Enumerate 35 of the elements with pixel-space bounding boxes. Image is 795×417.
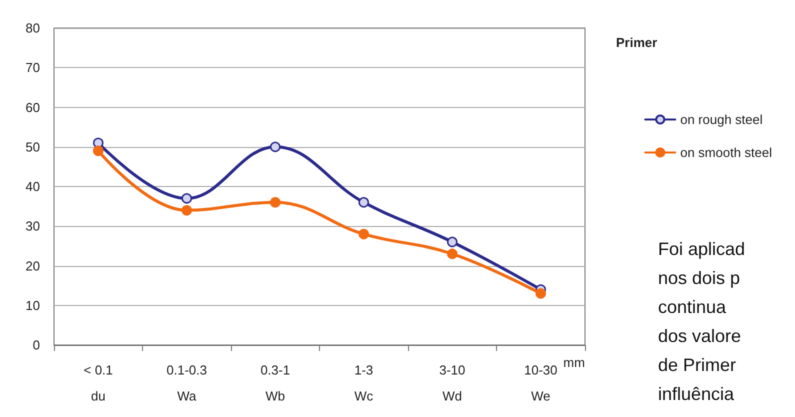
y-tick-label: 40 (26, 179, 40, 194)
point (270, 142, 280, 152)
x-tick-label: 1-3 Wc (354, 362, 374, 404)
y-tick-label: 70 (26, 60, 40, 76)
y-tick-label: 50 (26, 139, 40, 154)
x-tick-label: 3-10 Wd (439, 362, 466, 404)
y-tick-label: 20 (26, 258, 40, 274)
text: continua (658, 297, 728, 317)
x-axis-title: mm (563, 355, 585, 370)
x-tick-label: 10-30 We (524, 362, 558, 404)
x-tick-label: 0.1-0.3 Wa (166, 362, 207, 404)
y-tick-label: 80 (26, 20, 40, 36)
point (536, 288, 546, 299)
point (93, 146, 104, 156)
point (182, 193, 192, 204)
legend-title: Primer (616, 35, 658, 50)
legend-label: on smooth steel (680, 145, 772, 160)
y-tick-label: 0 (32, 338, 40, 352)
point (358, 228, 369, 240)
y-tick-label: 10 (26, 298, 40, 313)
text: de Primer (658, 355, 736, 375)
text: influência (658, 384, 736, 404)
y-tick-label: 30 (26, 218, 40, 234)
point (270, 197, 280, 208)
point (447, 248, 458, 260)
point (182, 205, 192, 216)
x-tick-label: 0.3-1 Wb (260, 362, 290, 404)
point (358, 197, 369, 208)
text: Foi aplicad (658, 239, 746, 259)
text: dos valore (658, 326, 742, 346)
point (447, 236, 458, 248)
x-tick-label: < 0.1 du (84, 362, 113, 404)
y-tick-label: 60 (26, 100, 40, 115)
legend-label: on rough steel (680, 112, 763, 127)
text: nos dois p (658, 268, 740, 288)
